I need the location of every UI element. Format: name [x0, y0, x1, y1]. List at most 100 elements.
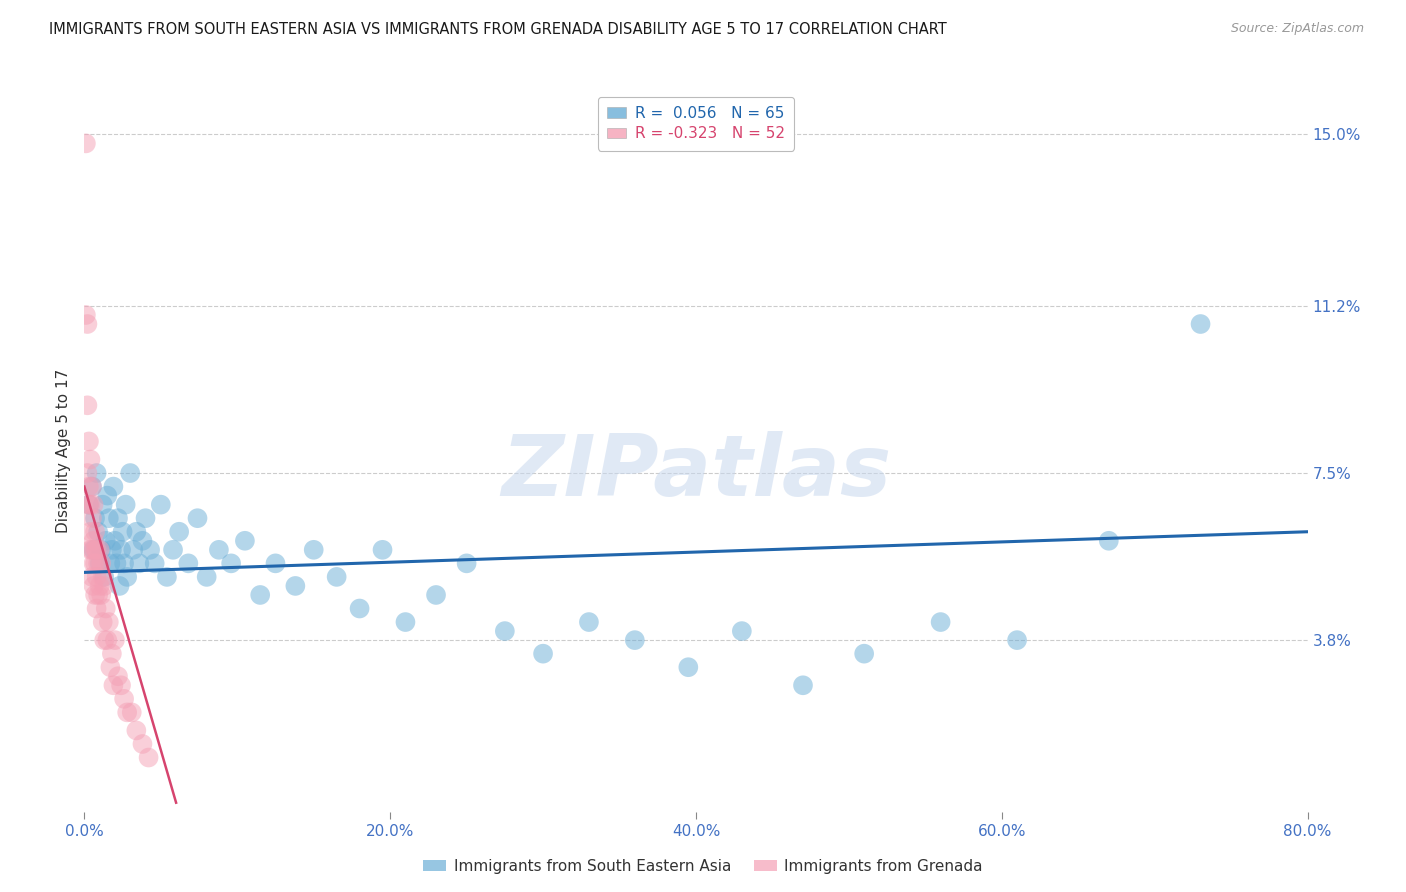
Point	[349, 601, 371, 615]
Point	[135, 511, 157, 525]
Point	[84, 511, 107, 525]
Point	[96, 489, 118, 503]
Point	[86, 466, 108, 480]
Point	[792, 678, 814, 692]
Point	[122, 542, 145, 557]
Point	[104, 633, 127, 648]
Point	[167, 524, 190, 539]
Point	[121, 706, 143, 720]
Point	[93, 570, 115, 584]
Point	[103, 678, 125, 692]
Point	[107, 511, 129, 525]
Point	[79, 452, 101, 467]
Point	[96, 633, 118, 648]
Point	[302, 542, 325, 557]
Point	[853, 647, 876, 661]
Point	[110, 542, 132, 557]
Y-axis label: Disability Age 5 to 17: Disability Age 5 to 17	[56, 368, 72, 533]
Point	[90, 588, 112, 602]
Point	[89, 557, 111, 571]
Point	[125, 723, 148, 738]
Point	[425, 588, 447, 602]
Text: Source: ZipAtlas.com: Source: ZipAtlas.com	[1230, 22, 1364, 36]
Point	[91, 498, 114, 512]
Point	[177, 557, 200, 571]
Point	[139, 542, 162, 557]
Point	[97, 511, 120, 525]
Point	[219, 557, 242, 571]
Point	[80, 542, 103, 557]
Point	[80, 511, 103, 525]
Point	[1098, 533, 1121, 548]
Point	[87, 557, 110, 571]
Point	[80, 480, 103, 494]
Point	[162, 542, 184, 557]
Point	[929, 615, 952, 629]
Point	[120, 466, 142, 480]
Point	[325, 570, 347, 584]
Point	[84, 588, 107, 602]
Point	[97, 615, 120, 629]
Point	[76, 317, 98, 331]
Text: ZIPatlas: ZIPatlas	[501, 431, 891, 514]
Legend: Immigrants from South Eastern Asia, Immigrants from Grenada: Immigrants from South Eastern Asia, Immi…	[418, 853, 988, 880]
Point	[264, 557, 287, 571]
Point	[208, 542, 231, 557]
Point	[83, 533, 105, 548]
Point	[80, 480, 103, 494]
Point	[75, 308, 97, 322]
Point	[114, 498, 136, 512]
Point	[115, 706, 138, 720]
Point	[79, 542, 101, 557]
Point	[91, 570, 114, 584]
Point	[80, 570, 103, 584]
Point	[115, 570, 138, 584]
Point	[249, 588, 271, 602]
Point	[87, 588, 110, 602]
Point	[111, 524, 134, 539]
Point	[77, 498, 100, 512]
Point	[83, 498, 105, 512]
Point	[531, 647, 554, 661]
Point	[233, 533, 256, 548]
Point	[77, 434, 100, 449]
Point	[125, 524, 148, 539]
Point	[75, 136, 97, 151]
Point	[83, 542, 105, 557]
Point	[112, 691, 135, 706]
Point	[149, 498, 172, 512]
Point	[77, 480, 100, 494]
Point	[79, 524, 101, 539]
Point	[93, 633, 115, 648]
Point	[94, 533, 117, 548]
Point	[77, 498, 100, 512]
Point	[89, 579, 111, 593]
Point	[494, 624, 516, 639]
Point	[98, 660, 121, 674]
Point	[93, 579, 115, 593]
Point	[86, 570, 108, 584]
Point	[101, 542, 124, 557]
Point	[89, 542, 111, 557]
Point	[1005, 633, 1028, 648]
Point	[107, 669, 129, 683]
Point	[128, 557, 150, 571]
Point	[101, 647, 124, 661]
Point	[156, 570, 179, 584]
Point	[83, 579, 105, 593]
Point	[186, 511, 208, 525]
Point	[94, 601, 117, 615]
Point	[624, 633, 647, 648]
Point	[76, 466, 98, 480]
Point	[731, 624, 754, 639]
Point	[138, 750, 160, 764]
Point	[84, 557, 107, 571]
Point	[91, 615, 114, 629]
Point	[578, 615, 600, 629]
Point	[108, 579, 131, 593]
Text: IMMIGRANTS FROM SOUTH EASTERN ASIA VS IMMIGRANTS FROM GRENADA DISABILITY AGE 5 T: IMMIGRANTS FROM SOUTH EASTERN ASIA VS IM…	[49, 22, 948, 37]
Point	[83, 557, 105, 571]
Point	[456, 557, 478, 571]
Point	[678, 660, 700, 674]
Point	[1189, 317, 1212, 331]
